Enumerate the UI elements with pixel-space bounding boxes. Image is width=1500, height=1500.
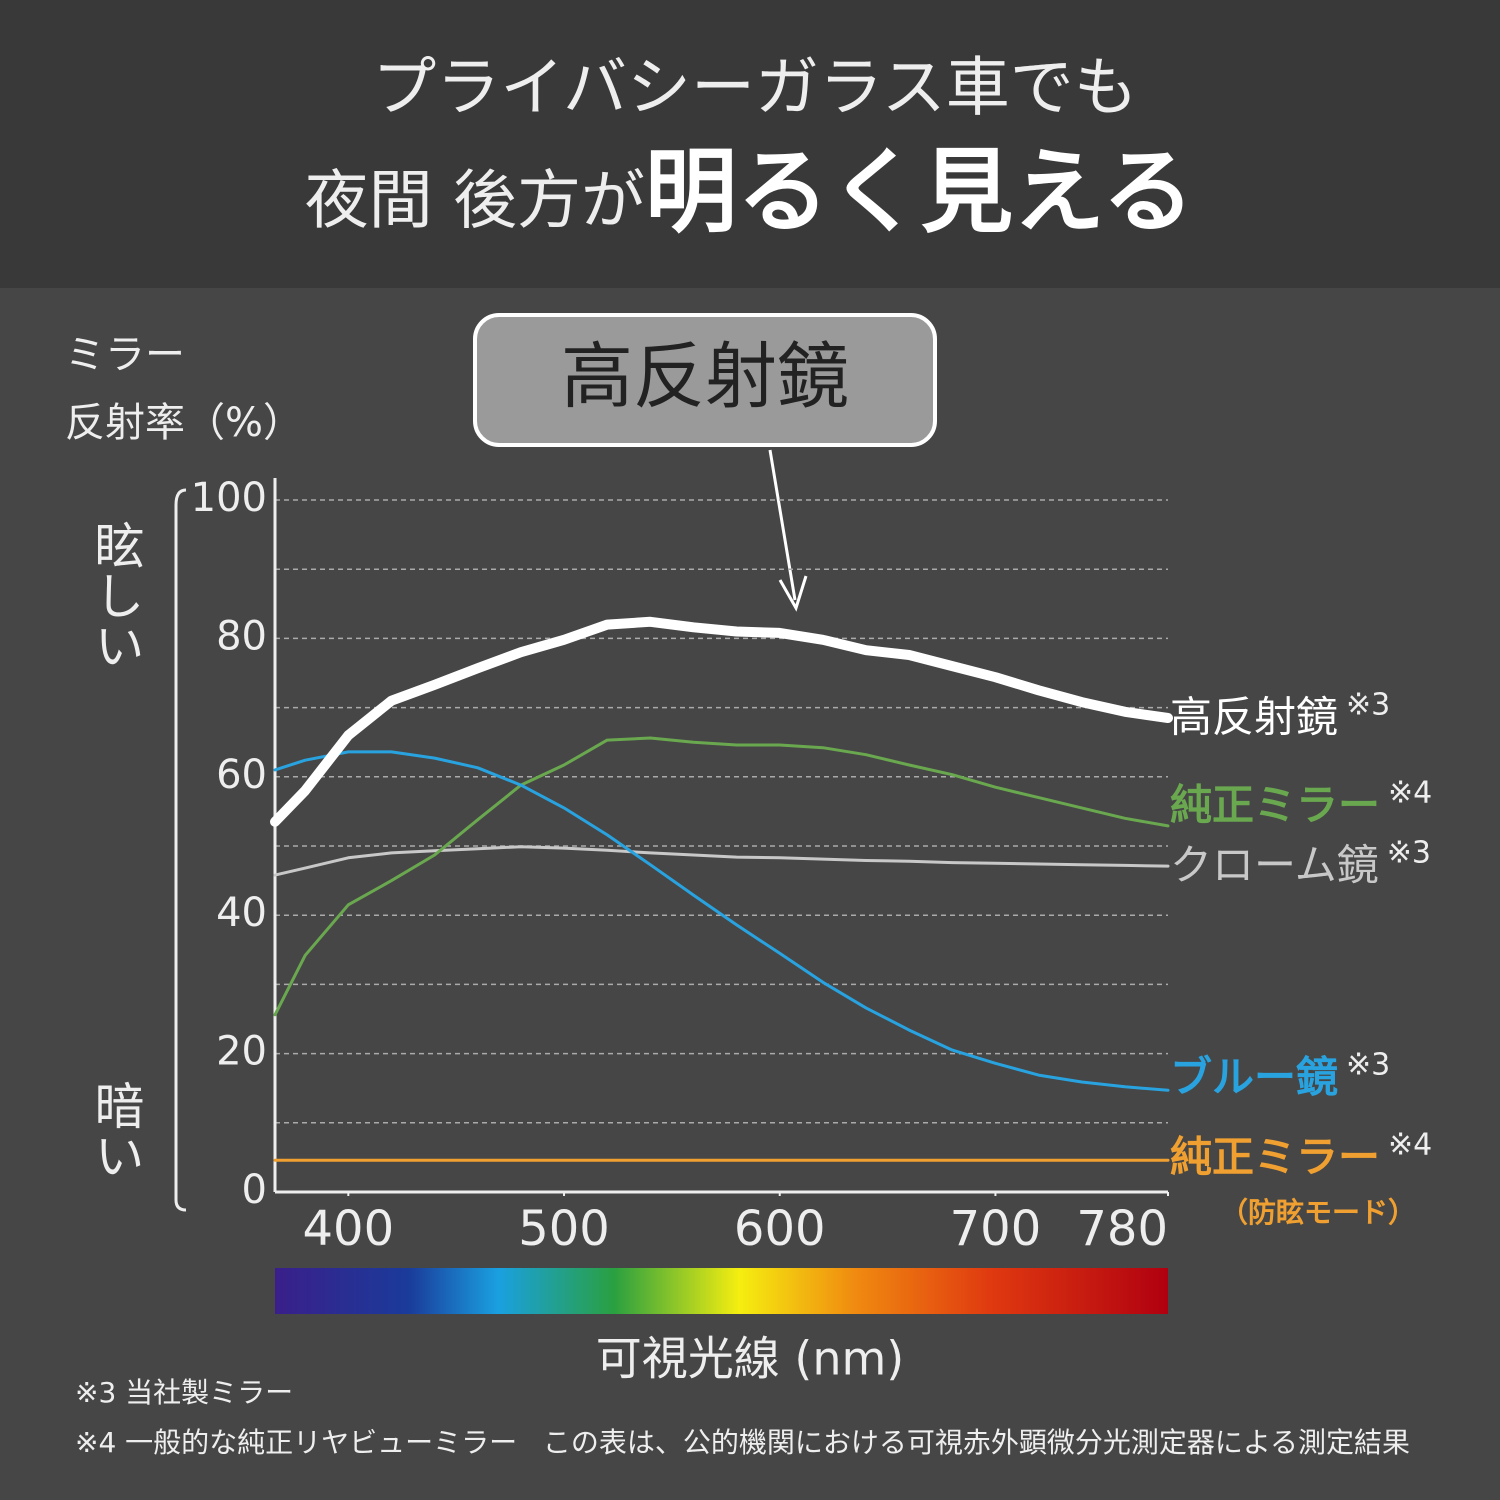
y-tick-label: 80 xyxy=(216,613,267,659)
legend-note: ※3 xyxy=(1346,1048,1390,1083)
y-tick-label: 60 xyxy=(216,752,267,798)
callout-arrowhead xyxy=(778,575,808,612)
x-tick-label: 700 xyxy=(950,1201,1042,1257)
title-line2a: 夜間 後方が xyxy=(305,165,645,239)
legend-label: 純正ミラー xyxy=(1170,781,1380,830)
callout-arrow xyxy=(768,449,797,601)
y-tick-label: 0 xyxy=(242,1167,267,1213)
legend-note: ※4 xyxy=(1388,1128,1432,1163)
series-line xyxy=(273,845,1170,877)
legend-mode: （防眩モード） xyxy=(1220,1196,1416,1229)
y-tick-label: 100 xyxy=(191,475,267,521)
y-tick-label: 40 xyxy=(216,890,267,936)
header-band xyxy=(0,0,1500,288)
y-tick-label: 20 xyxy=(216,1029,267,1075)
callout-box xyxy=(473,313,937,447)
legend-label: 高反射鏡 xyxy=(1170,693,1338,742)
legend-note: ※3 xyxy=(1346,688,1390,723)
x-tick-label: 500 xyxy=(518,1201,610,1257)
x-tick-label: 780 xyxy=(1076,1201,1168,1257)
footnote: ※3 当社製ミラー xyxy=(75,1376,293,1409)
side-label-bottom: 暗い xyxy=(87,1080,145,1180)
legend-note: ※4 xyxy=(1388,776,1432,811)
legend-label: クローム鏡 xyxy=(1170,841,1379,890)
x-tick-label: 600 xyxy=(734,1201,826,1257)
spectrum-bar xyxy=(275,1268,1168,1314)
title-line2b: 明るく見える xyxy=(645,138,1194,245)
series-line xyxy=(270,616,1173,827)
callout-text: 高反射鏡 xyxy=(561,335,849,419)
source-note: この表は、公的機関における可視赤外顕微分光測定器による測定結果 xyxy=(543,1426,1410,1459)
y-label: ミラー xyxy=(65,332,185,378)
title-line1: プライバシーガラス車でも xyxy=(372,52,1137,126)
series-line xyxy=(273,736,1170,1017)
legend-label: 純正ミラー xyxy=(1170,1133,1380,1182)
footnote: ※4 一般的な純正リヤビューミラー xyxy=(75,1426,517,1459)
legend-label: ブルー鏡 xyxy=(1170,1053,1338,1102)
legend-note: ※3 xyxy=(1387,836,1431,871)
side-label-top: 眩しい xyxy=(87,520,145,670)
intensity-arrow xyxy=(174,488,187,1212)
x-tick-label: 400 xyxy=(303,1201,395,1257)
series-line xyxy=(273,750,1170,1092)
y-label: 反射率（%） xyxy=(65,400,303,446)
x-label: 可視光線 (nm) xyxy=(596,1332,904,1386)
